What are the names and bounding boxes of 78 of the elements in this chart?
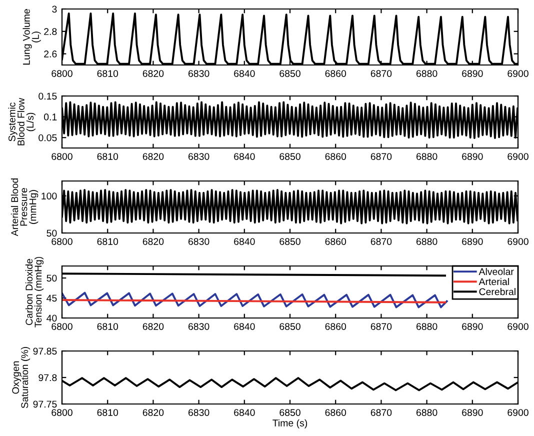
x-tick-label: 6810 — [97, 70, 118, 77]
x-tick-label: 6870 — [370, 70, 392, 77]
x-tick-label: 6900 — [508, 323, 528, 330]
x-tick-label: 6890 — [462, 238, 483, 245]
x-tick-label: 6820 — [142, 70, 164, 77]
x-tick-label: 6800 — [52, 238, 72, 245]
y-tick-label: 2.8 — [44, 28, 57, 36]
x-tick-label: 6890 — [462, 70, 483, 77]
x-tick-label: 6860 — [325, 70, 346, 77]
x-tick-label: 6830 — [188, 238, 210, 245]
legend-label: Cerebral — [479, 288, 516, 296]
x-tick-label: 6810 — [97, 323, 118, 330]
x-tick-label: 6900 — [508, 409, 528, 416]
y-tick-label: 0.1 — [44, 114, 57, 120]
x-tick-label: 6860 — [325, 409, 346, 416]
y-tick-label: 0.05 — [38, 134, 57, 142]
y-axis-title: Arterial Blood Pressure (mmHg) — [10, 178, 38, 236]
x-tick-label: 6810 — [97, 153, 118, 160]
y-tick-label: 45 — [46, 294, 57, 302]
legend-label: Alveolar — [478, 268, 514, 276]
x-tick-label: 6800 — [52, 409, 72, 416]
x-tick-label: 6880 — [416, 153, 438, 160]
y-tick-label: 3 — [52, 6, 57, 13]
x-tick-label: 6840 — [234, 153, 255, 160]
x-tick-label: 6820 — [142, 153, 164, 160]
x-axis-title: Time (s) — [272, 419, 308, 428]
x-tick-label: 6850 — [280, 323, 300, 330]
x-tick-label: 6880 — [416, 238, 438, 245]
x-tick-label: 6820 — [142, 323, 164, 330]
y-tick-label: 97.8 — [38, 374, 57, 382]
x-tick-label: 6850 — [280, 238, 300, 245]
x-tick-label: 6830 — [188, 323, 210, 330]
legend-label: Arterial — [478, 278, 509, 286]
x-tick-label: 6870 — [370, 323, 392, 330]
x-tick-label: 6900 — [508, 238, 528, 245]
y-axis-title: Systemic Blood Flow (L/s) — [8, 98, 36, 146]
x-tick-label: 6860 — [325, 323, 346, 330]
x-tick-label: 6870 — [370, 153, 392, 160]
x-tick-label: 6810 — [97, 409, 118, 416]
x-tick-label: 6840 — [234, 238, 255, 245]
x-tick-label: 6850 — [280, 409, 300, 416]
x-tick-label: 6830 — [188, 70, 210, 77]
x-tick-label: 6840 — [234, 409, 255, 416]
x-tick-label: 6830 — [188, 409, 210, 416]
x-tick-label: 6880 — [416, 323, 438, 330]
x-tick-label: 6890 — [462, 323, 483, 330]
x-tick-label: 6800 — [52, 70, 72, 77]
y-tick-label: 0.15 — [38, 92, 57, 100]
x-tick-label: 6860 — [325, 238, 346, 245]
x-tick-label: 6890 — [462, 409, 483, 416]
x-tick-label: 6900 — [508, 153, 528, 160]
x-tick-label: 6900 — [508, 70, 528, 77]
y-tick-label: 100 — [42, 192, 57, 200]
x-tick-label: 6820 — [142, 238, 164, 245]
y-axis-title: Lung Volume (L) — [22, 9, 41, 65]
x-tick-label: 6840 — [234, 323, 255, 330]
y-tick-label: 50 — [46, 274, 57, 282]
y-axis-title: Carbon Dioxide Tension (mmHg) — [25, 256, 44, 328]
x-tick-label: 6860 — [325, 153, 346, 160]
y-tick-label: 97.75 — [33, 400, 57, 408]
y-tick-label: 97.85 — [33, 348, 57, 355]
x-tick-label: 6870 — [370, 238, 392, 245]
x-tick-label: 6850 — [280, 70, 300, 77]
y-tick-label: 50 — [46, 230, 57, 237]
x-tick-label: 6880 — [416, 409, 438, 416]
x-tick-label: 6810 — [97, 238, 118, 245]
x-tick-label: 6850 — [280, 153, 300, 160]
y-tick-label: 2.6 — [44, 50, 57, 58]
x-tick-label: 6830 — [188, 153, 210, 160]
x-tick-label: 6880 — [416, 70, 438, 77]
y-axis-title: Oxygen Saturation (%) — [12, 347, 30, 408]
x-tick-label: 6840 — [234, 70, 255, 77]
x-tick-label: 6870 — [370, 409, 392, 416]
x-tick-label: 6890 — [462, 153, 483, 160]
x-tick-label: 6800 — [52, 323, 72, 330]
x-tick-label: 6800 — [52, 153, 72, 160]
x-tick-label: 6820 — [142, 409, 164, 416]
y-tick-label: 40 — [46, 314, 57, 322]
